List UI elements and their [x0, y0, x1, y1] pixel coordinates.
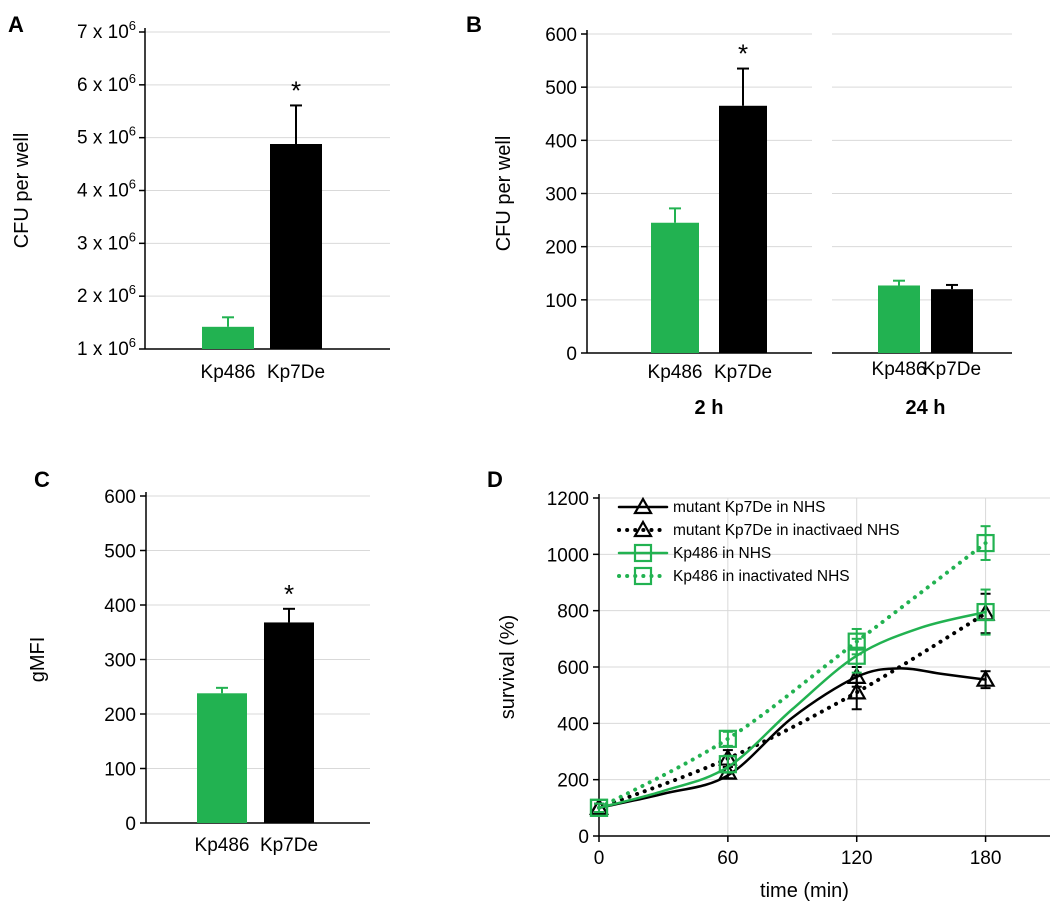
bar-kp7de [719, 105, 767, 354]
bar-kp486 [878, 285, 920, 353]
series-1 [589, 666, 996, 815]
y-tick-label: 200 [545, 238, 577, 259]
y-tick-label: 400 [545, 131, 577, 152]
legend-marker [633, 496, 653, 515]
data-point [589, 798, 609, 817]
legend-marker [633, 519, 653, 538]
y-tick-label: 0 [125, 814, 136, 835]
series-line [597, 610, 987, 810]
bar-kp486 [197, 693, 247, 823]
data-point [718, 729, 737, 748]
bar-kp7de [264, 622, 314, 823]
bar-kp486 [651, 222, 699, 353]
y-tick-label: 1000 [547, 545, 589, 566]
panel-letter-b: B [466, 12, 482, 37]
legend-marker [633, 543, 653, 563]
data-point [976, 533, 995, 553]
x-tick-label: Kp7De [260, 835, 318, 856]
group-label: 24 h [905, 397, 945, 419]
y-tick-label: 600 [104, 487, 136, 508]
y-tick-label: 400 [557, 714, 589, 735]
x-tick-label: 120 [841, 848, 873, 869]
data-point [718, 755, 737, 774]
y-tick-label: 300 [104, 651, 136, 672]
y-tick-label: 3 x 106 [77, 229, 136, 254]
bar-kp486 [202, 326, 254, 349]
panel-letter-a: A [8, 12, 24, 37]
series-line [597, 667, 987, 810]
y-tick-label: 200 [557, 771, 589, 792]
group-label: 2 h [695, 397, 724, 419]
x-tick-label: Kp486 [872, 359, 927, 380]
y-tick-label: 2 x 106 [77, 282, 136, 307]
data-point [846, 682, 867, 700]
y-tick-label: 200 [104, 705, 136, 726]
y-tick-label: 4 x 106 [77, 177, 136, 202]
panel-a: A 1 x 106 2 x 106 3 x 106 4 x 106 5 x 106 6 x … [8, 12, 390, 383]
bar-kp7de [931, 289, 973, 353]
x-axis-label: time (min) [760, 880, 849, 902]
legend-label: mutant Kp7De in inactivaed NHS [673, 522, 900, 539]
y-tick-label: 100 [545, 291, 577, 312]
y-axis-label: survival (%) [497, 615, 519, 719]
y-tick-label: 600 [557, 658, 589, 679]
panel-d: D 0 200 400 600 800 1000 1200 0 60 120 180 mutant Kp… [487, 467, 1050, 902]
y-tick-label: 800 [557, 602, 589, 623]
y-tick-label: 300 [545, 185, 577, 206]
x-tick-label: Kp7De [267, 362, 325, 383]
x-tick-label: 180 [970, 848, 1002, 869]
y-axis-label: gMFI [27, 637, 49, 683]
y-tick-label: 100 [104, 760, 136, 781]
x-tick-label: Kp486 [201, 362, 256, 383]
x-tick-label: Kp486 [648, 362, 703, 383]
data-point [975, 669, 996, 687]
x-tick-label: Kp7De [714, 362, 772, 383]
significance-star: * [738, 39, 748, 69]
legend-label: Kp486 in NHS [673, 545, 771, 562]
y-tick-label: 500 [104, 542, 136, 563]
y-tick-label: 400 [104, 596, 136, 617]
x-tick-label: Kp486 [195, 835, 250, 856]
y-axis-label: CFU per well [493, 136, 515, 252]
data-point [976, 602, 995, 622]
x-tick-label: Kp7De [923, 359, 981, 380]
y-tick-label: 0 [566, 344, 577, 365]
y-tick-label: 7 x 106 [77, 18, 136, 43]
series-line [597, 541, 988, 810]
y-tick-label: 1200 [547, 489, 589, 510]
series-2 [589, 592, 996, 815]
y-tick-label: 600 [545, 25, 577, 46]
bar-kp7de [270, 144, 322, 349]
significance-star: * [291, 75, 301, 105]
legend: mutant Kp7De in NHS mutant Kp7De in inact… [617, 496, 900, 586]
x-tick-label: 60 [717, 848, 738, 869]
x-tick-label: 0 [594, 848, 605, 869]
y-axis-label: CFU per well [11, 133, 33, 249]
panel-c: C 0 100 200 300 400 500 600 Kp486 Kp7De * gMFI [27, 467, 370, 856]
legend-marker [633, 566, 653, 586]
series-line [597, 611, 988, 810]
panel-letter-c: C [34, 467, 50, 492]
y-tick-label: 0 [578, 827, 589, 848]
y-tick-label: 500 [545, 78, 577, 99]
series-4 [589, 525, 995, 817]
significance-star: * [284, 579, 294, 609]
legend-label: mutant Kp7De in NHS [673, 499, 826, 516]
y-tick-label: 6 x 106 [77, 71, 136, 96]
data-point [847, 632, 866, 651]
y-tick-label: 5 x 106 [77, 124, 136, 149]
y-tick-label: 1 x 106 [77, 335, 136, 360]
legend-label: Kp486 in inactivated NHS [673, 568, 850, 585]
panel-letter-d: D [487, 467, 503, 492]
